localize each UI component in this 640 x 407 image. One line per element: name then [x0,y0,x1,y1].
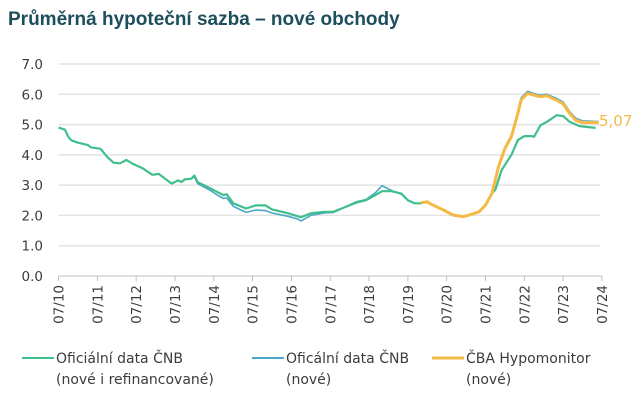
x-tick-label: 07/18 [362,285,378,324]
x-tick-label: 07/16 [284,285,300,324]
y-tick-label: 4.0 [22,148,43,164]
y-tick-label: 1.0 [22,239,43,255]
gridlines [58,63,600,247]
x-tick-label: 07/22 [517,285,533,324]
x-tick-label: 07/24 [595,285,611,324]
x-tick-label: 07/23 [556,285,572,324]
legend-label: (nové) [466,372,511,388]
x-tick-label: 07/10 [52,285,68,324]
x-tick-label: 07/21 [479,285,495,324]
series-line-1 [190,90,599,222]
x-tick-label: 07/14 [207,285,223,324]
legend-label: Oficální data ČNB [286,349,409,367]
legend-label: Oficiální data ČNB [56,349,183,367]
legend-label: (nové) [286,372,331,388]
legend-label: (nové i refinancované) [56,372,214,388]
end-value-label: 5,07 [599,112,632,130]
y-tick-label: 5.0 [22,118,43,134]
x-tick-label: 07/11 [90,285,106,324]
y-tick-label: 6.0 [22,87,43,103]
x-tick-label: 07/19 [401,285,417,324]
x-tick-label: 07/20 [440,285,456,324]
x-tick-label: 07/13 [168,285,184,324]
legend: Oficiální data ČNB (nové i refinancované)… [22,349,591,388]
series-line-0 [58,114,596,219]
x-tick-label: 07/12 [129,285,145,324]
x-tick-label: 07/15 [246,285,262,324]
x-tick-label: 07/17 [323,285,339,324]
y-tick-label: 3.0 [22,178,43,194]
x-axis: 07/10 07/11 07/12 07/13 07/14 07/15 07/16 07/17… [52,275,611,324]
y-tick-label: 7.0 [22,57,43,73]
legend-label: ČBA Hypomonitor [466,349,591,367]
series-line-2 [420,91,599,219]
series-lines [58,90,599,222]
chart-title: Průměrná hypoteční sazba – nové obchody [8,9,400,30]
y-tick-label: 0.0 [22,269,43,285]
y-axis: 0.0 1.0 2.0 3.0 4.0 5.0 6.0 7.0 [22,57,43,285]
y-tick-label: 2.0 [22,208,43,224]
